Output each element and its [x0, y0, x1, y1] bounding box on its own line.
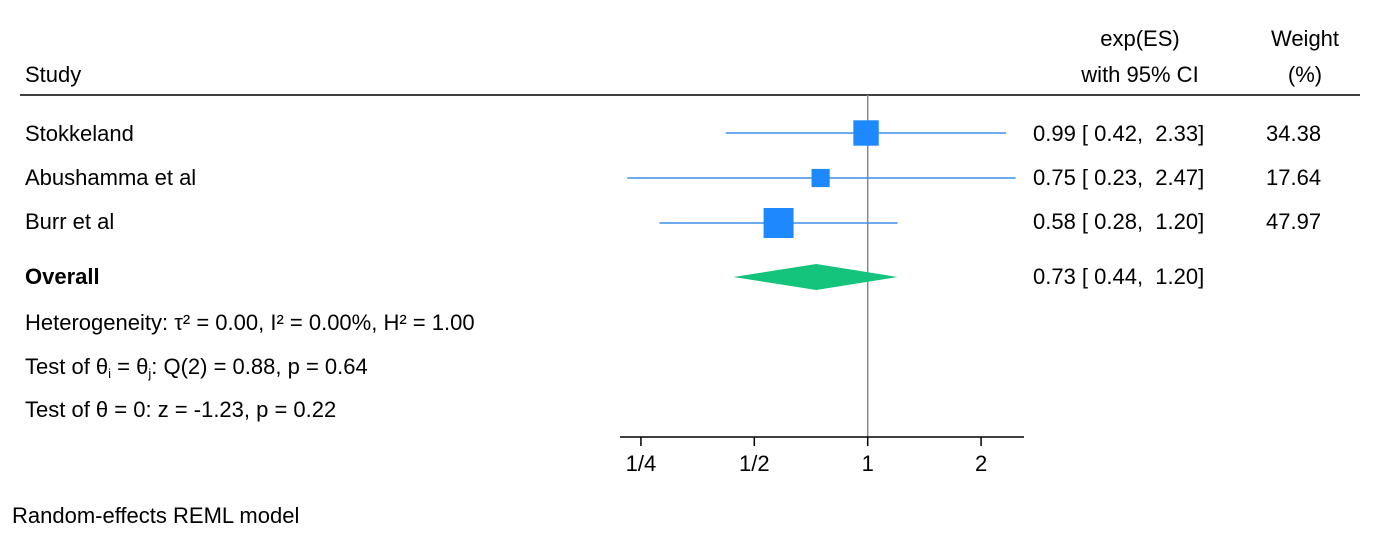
study-label-burr: Burr et al [25, 209, 115, 234]
study-weight-burr: 47.97 [1266, 209, 1322, 234]
study-label-abushamma: Abushamma et al [25, 165, 197, 190]
header-weight-line2: (%) [1287, 62, 1323, 87]
header-effect-line2: with 95% CI [1081, 62, 1199, 87]
x-tick-label-1: 1/2 [739, 451, 770, 476]
x-tick-label-2: 1 [862, 451, 874, 476]
overall-diamond [733, 264, 898, 290]
study-weight-abushamma: 17.64 [1266, 165, 1322, 190]
x-tick-label-3: 2 [975, 451, 987, 476]
test-equality-text: Test of θi = θj: Q(2) = 0.88, p = 0.64 [25, 354, 368, 381]
study-label-stokkeland: Stokkeland [25, 121, 134, 146]
point-marker-stokkeland [853, 120, 879, 146]
study-ci-burr: 0.58 [ 0.28, 1.20] [1033, 209, 1205, 234]
point-marker-abushamma-et-al [811, 168, 830, 188]
overall-ci: 0.73 [ 0.44, 1.20] [1033, 264, 1205, 289]
x-tick-label-0: 1/4 [626, 451, 657, 476]
model-footnote: Random-effects REML model [12, 503, 300, 528]
test-zero-text: Test of θ = 0: z = -1.23, p = 0.22 [25, 397, 337, 422]
header-effect-line1: exp(ES) [1100, 26, 1180, 51]
header-study: Study [25, 62, 82, 87]
point-marker-burr-et-al [763, 208, 794, 238]
study-ci-abushamma: 0.75 [ 0.23, 2.47] [1033, 165, 1205, 190]
overall-label: Overall [25, 264, 100, 289]
heterogeneity-text: Heterogeneity: τ² = 0.00, I² = 0.00%, H²… [25, 310, 475, 335]
study-weight-stokkeland: 34.38 [1266, 121, 1322, 146]
header-weight-line1: Weight [1270, 26, 1340, 51]
study-ci-stokkeland: 0.99 [ 0.42, 2.33] [1033, 121, 1205, 146]
